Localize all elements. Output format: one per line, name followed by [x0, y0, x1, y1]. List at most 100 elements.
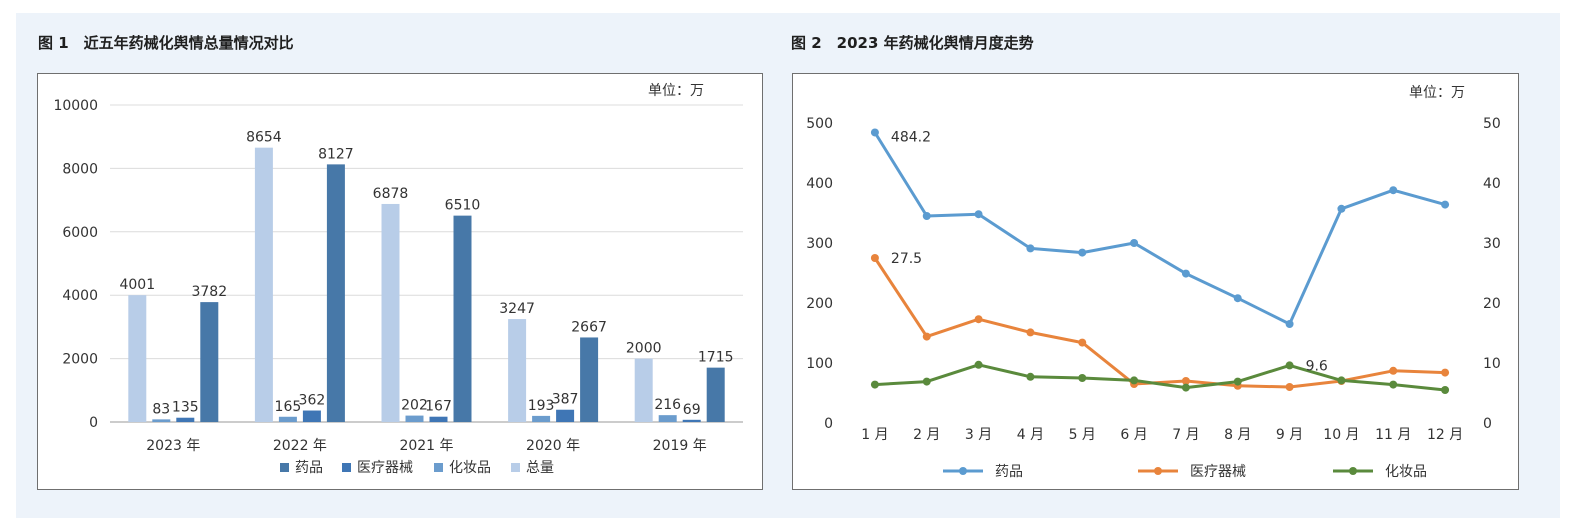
- line-chart: 单位：万 0 100 200 300 400 500 0 10 20 30 40 50 1 月 2 月 3 月…: [806, 85, 1501, 480]
- legend-swatch: [434, 463, 443, 472]
- x-tick-label: 7 月: [1172, 427, 1199, 443]
- data-point: [1337, 204, 1346, 213]
- x-tick-label: 2021 年: [399, 438, 453, 454]
- bar: [200, 302, 219, 422]
- y-left-tick-label: 500: [806, 116, 833, 132]
- bar: [152, 419, 171, 422]
- data-point: [1026, 328, 1035, 337]
- data-point: [1181, 377, 1190, 385]
- y-left-tick-label: 200: [806, 296, 833, 312]
- data-point: [974, 360, 983, 369]
- bar: [254, 147, 273, 422]
- data-label: 1715: [698, 350, 734, 366]
- legend-label: 医疗器械: [1190, 464, 1246, 480]
- x-tick-label: 2022 年: [273, 438, 327, 454]
- data-point: [1130, 376, 1139, 385]
- data-point: [1389, 380, 1398, 389]
- bar: [429, 416, 448, 422]
- bar: [508, 319, 527, 422]
- x-tick-label: 4 月: [1017, 427, 1044, 443]
- legend-label: 药品: [995, 464, 1023, 480]
- bar: [302, 410, 321, 422]
- y-right-tick-label: 30: [1483, 236, 1501, 252]
- x-tick-label: 2023 年: [146, 438, 200, 454]
- y-tick-label: 10000: [53, 98, 98, 114]
- y-left-tick-label: 0: [824, 416, 833, 432]
- data-label: 6510: [445, 198, 481, 214]
- data-point: [1078, 374, 1087, 382]
- legend-swatch: [280, 463, 289, 472]
- data-point: [922, 212, 931, 220]
- y-right-tick-label: 50: [1483, 116, 1501, 132]
- data-label: 8654: [246, 130, 282, 146]
- legend-label: 化妆品: [449, 460, 491, 476]
- y-tick-label: 4000: [62, 288, 98, 304]
- series-line: [874, 363, 1446, 392]
- y-right-tick-label: 20: [1483, 296, 1501, 312]
- bar: [381, 203, 400, 422]
- bar: [405, 415, 424, 422]
- legend-label: 化妆品: [1385, 464, 1427, 480]
- data-label: 202: [401, 398, 428, 414]
- figure-2-title: 图 2 2023 年药械化舆情月度走势: [791, 34, 1034, 52]
- x-tick-label: 6 月: [1120, 427, 1147, 443]
- data-point: [1233, 377, 1242, 386]
- x-tick-label: 2019 年: [653, 438, 707, 454]
- legend-marker: [1154, 467, 1162, 475]
- data-point: [1441, 200, 1450, 209]
- bar: [658, 415, 677, 422]
- data-point: [1285, 320, 1294, 328]
- x-tick-label: 9 月: [1276, 427, 1303, 443]
- data-point: [870, 128, 879, 137]
- y-right-tick-label: 10: [1483, 356, 1501, 372]
- legend-label: 药品: [295, 460, 323, 476]
- legend-marker: [959, 467, 967, 475]
- x-tick-label: 2020 年: [526, 438, 580, 454]
- unit-label: 单位：万: [648, 83, 704, 99]
- bar: [706, 367, 725, 422]
- series-line: [873, 131, 1446, 326]
- data-point: [1337, 376, 1346, 385]
- bar-chart: 单位：万 0 2000 4000 6000 8000 10000 2023 年 4001 83 13…: [53, 83, 743, 476]
- y-left-tick-label: 300: [806, 236, 833, 252]
- bar: [682, 419, 701, 422]
- bar: [176, 417, 195, 422]
- data-label: 3247: [499, 301, 535, 317]
- data-point: [1285, 383, 1294, 391]
- unit-label: 单位：万: [1409, 85, 1465, 101]
- data-point: [1233, 294, 1242, 303]
- data-point: [974, 315, 983, 324]
- data-label: 3782: [191, 284, 227, 300]
- data-label: 484.2: [891, 129, 931, 145]
- y-right-tick-label: 0: [1483, 416, 1492, 432]
- data-label: 83: [152, 401, 170, 417]
- data-point: [1181, 383, 1190, 392]
- x-tick-label: 10 月: [1323, 427, 1359, 443]
- legend-swatch: [342, 463, 351, 472]
- x-tick-label: 2 月: [913, 427, 940, 443]
- legend-marker: [1349, 467, 1357, 475]
- data-label: 167: [425, 399, 452, 415]
- legend-swatch: [511, 463, 520, 472]
- line-chart-panel: 单位：万 0 100 200 300 400 500 0 10 20 30 40 50 1 月 2 月 3 月…: [792, 73, 1519, 490]
- y-tick-label: 2000: [62, 352, 98, 368]
- data-point: [1078, 248, 1087, 257]
- x-tick-label: 8 月: [1224, 427, 1251, 443]
- y-left-tick-label: 400: [806, 176, 833, 192]
- data-point: [1078, 338, 1087, 347]
- data-point: [870, 254, 879, 262]
- x-tick-label: 5 月: [1069, 427, 1096, 443]
- x-tick-label: 12 月: [1427, 427, 1463, 443]
- data-label: 6878: [373, 186, 409, 202]
- legend-label: 总量: [526, 460, 554, 476]
- data-point: [1441, 368, 1450, 377]
- x-tick-label: 11 月: [1375, 427, 1411, 443]
- data-label: 165: [275, 399, 302, 415]
- y-tick-label: 6000: [62, 225, 98, 241]
- data-label: 2667: [571, 319, 607, 335]
- data-point: [870, 380, 879, 389]
- data-label: 193: [528, 398, 555, 414]
- bar: [556, 409, 575, 422]
- data-label: 387: [552, 392, 579, 408]
- figure-1-title: 图 1 近五年药械化舆情总量情况对比: [38, 34, 294, 52]
